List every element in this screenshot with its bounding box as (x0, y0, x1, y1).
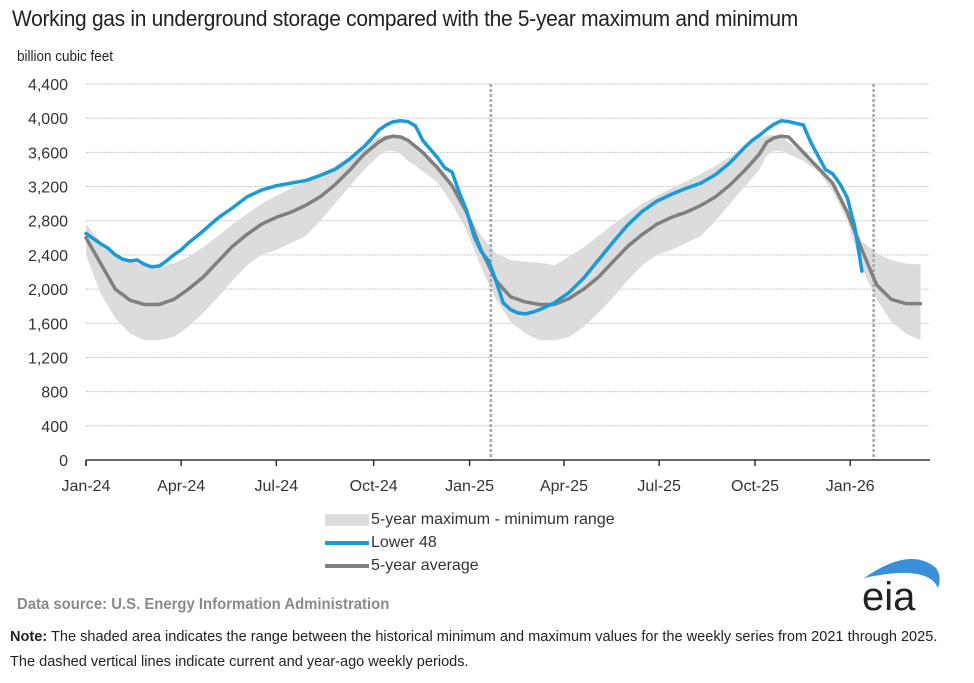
lower48-line-layer (84, 118, 864, 316)
y-tick-label: 800 (41, 385, 68, 402)
y-tick-label: 4,000 (28, 111, 68, 128)
y-tick-label: 1,600 (28, 316, 68, 333)
y-tick-label: 3,200 (28, 180, 68, 197)
range-swatch (325, 513, 369, 526)
average-line (84, 134, 923, 307)
lower48-line (84, 118, 864, 316)
legend-item-lower48: Lower 48 (325, 531, 615, 554)
legend-label-lower48: Lower 48 (371, 533, 437, 551)
y-axis-unit-label: billion cubic feet (17, 48, 114, 65)
x-tick-label: Jan-25 (445, 478, 494, 495)
logo-arc-icon (864, 559, 940, 588)
y-tick-label: 400 (41, 419, 68, 436)
data-source: Data source: U.S. Energy Information Adm… (17, 596, 390, 613)
x-tick-labels: Jan-24 Apr-24 Jul-24 Oct-24 Jan-25 Apr-25 Jul-… (62, 478, 875, 495)
y-tick-labels: 0 400 800 1,200 1,600 2,000 2,400 2,800 3,200 3,6… (28, 77, 68, 470)
x-tick-label: Jan-26 (826, 478, 875, 495)
note-label: Note: (10, 628, 48, 645)
eia-logo: eia (862, 559, 940, 619)
legend: 5-year maximum - minimum range Lower 48 … (325, 508, 615, 577)
x-tick-label: Oct-24 (350, 478, 398, 495)
x-tick-label: Oct-25 (731, 478, 779, 495)
chart-note: Note: The shaded area indicates the rang… (10, 624, 941, 674)
legend-label-range: 5-year maximum - minimum range (371, 510, 615, 528)
average-line-layer (84, 134, 923, 307)
legend-item-range: 5-year maximum - minimum range (325, 508, 615, 531)
logo-text: eia (862, 575, 916, 619)
chart-plot: 0 400 800 1,200 1,600 2,000 2,400 2,800 3,200 3,6… (28, 77, 930, 495)
x-tick-label: Jul-24 (255, 478, 299, 495)
note-text: The shaded area indicates the range betw… (10, 628, 938, 670)
range-band (86, 135, 921, 341)
y-tick-label: 3,600 (28, 145, 68, 162)
y-tick-label: 0 (59, 453, 68, 470)
y-tick-label: 4,400 (28, 77, 68, 94)
y-tick-label: 2,000 (28, 282, 68, 299)
x-tick-label: Apr-24 (157, 478, 205, 495)
x-tick-label: Jul-25 (637, 478, 681, 495)
x-axis (85, 459, 930, 466)
x-tick-label: Jan-24 (62, 478, 111, 495)
legend-item-average: 5-year average (325, 554, 615, 577)
y-tick-label: 2,800 (28, 214, 68, 231)
range-band-layer (86, 135, 921, 341)
average-swatch (325, 563, 369, 568)
gridlines (86, 83, 930, 427)
y-tick-label: 2,400 (28, 248, 68, 265)
chart-title: Working gas in underground storage compa… (12, 6, 798, 31)
legend-label-average: 5-year average (371, 556, 479, 574)
y-tick-label: 1,200 (28, 350, 68, 367)
x-tick-label: Apr-25 (540, 478, 588, 495)
lower48-swatch (325, 540, 369, 545)
